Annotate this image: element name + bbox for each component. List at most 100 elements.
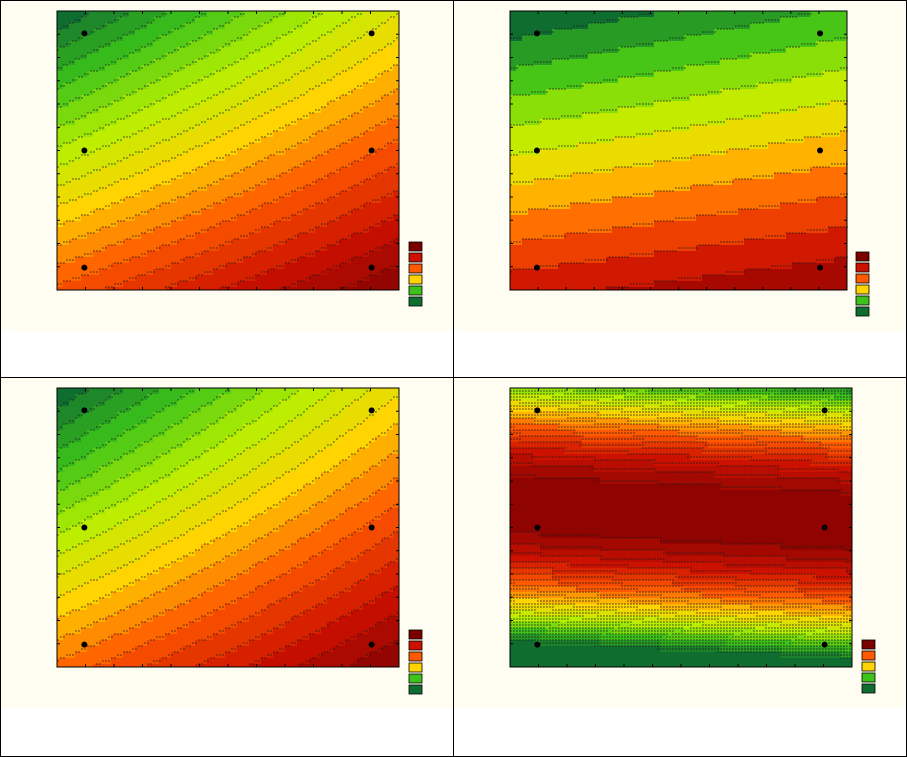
- contour-cell: [93, 89, 100, 96]
- contour-cell: [279, 131, 286, 138]
- contour-cell: [345, 215, 352, 222]
- contour-cell: [159, 149, 166, 156]
- contour-cell: [327, 167, 334, 174]
- contour-cell: [189, 47, 196, 54]
- contour-cell: [738, 35, 745, 42]
- contour-cell: [672, 221, 679, 228]
- contour-cell: [774, 23, 781, 30]
- contour-cell: [273, 221, 280, 228]
- contour-cell: [135, 239, 142, 246]
- contour-cell: [387, 35, 394, 42]
- contour-cell: [750, 131, 757, 138]
- contour-cell: [297, 287, 304, 291]
- contour-cell: [75, 203, 82, 210]
- contour-cell: [255, 131, 262, 138]
- contour-cell: [648, 167, 655, 174]
- contour-cell: [750, 29, 757, 36]
- contour-cell: [315, 257, 322, 264]
- contour-cell: [147, 83, 154, 90]
- contour-cell: [792, 239, 799, 246]
- contour-cell: [594, 71, 601, 78]
- contour-cell: [285, 119, 292, 126]
- contour-cell: [165, 197, 172, 204]
- contour-cell: [654, 83, 661, 90]
- contour-cell: [588, 11, 595, 18]
- contour-cell: [99, 203, 106, 210]
- contour-cell: [684, 59, 691, 66]
- contour-cell: [624, 173, 631, 180]
- contour-cell: [273, 17, 280, 24]
- contour-cell: [387, 227, 394, 234]
- contour-cell: [255, 143, 262, 150]
- contour-cell: [558, 83, 565, 90]
- contour-cell: [279, 89, 286, 96]
- contour-cell: [285, 263, 292, 270]
- contour-cell: [636, 17, 643, 24]
- contour-cell: [588, 83, 595, 90]
- contour-cell: [528, 11, 535, 18]
- contour-cell: [684, 227, 691, 234]
- contour-cell: [678, 119, 685, 126]
- contour-cell: [135, 287, 142, 291]
- contour-cell: [303, 209, 310, 216]
- contour-cell: [111, 131, 118, 138]
- contour-cell: [255, 155, 262, 162]
- contour-cell: [267, 65, 274, 72]
- contour-cell: [594, 23, 601, 30]
- design-point: [368, 147, 375, 154]
- contour-cell: [714, 281, 721, 288]
- contour-cell: [189, 35, 196, 42]
- contour-cell: [195, 227, 202, 234]
- contour-cell: [105, 125, 112, 132]
- contour-cell: [267, 257, 274, 264]
- contour-cell: [291, 107, 298, 114]
- contour-cell: [249, 83, 256, 90]
- contour-cell: [666, 89, 673, 96]
- contour-cell: [510, 215, 517, 222]
- contour-cell: [93, 41, 100, 48]
- contour-cell: [117, 173, 124, 180]
- contour-cell: [726, 227, 733, 234]
- contour-cell: [540, 131, 547, 138]
- contour-cell: [147, 35, 154, 42]
- contour-cell: [147, 257, 154, 264]
- contour-cell: [273, 89, 280, 96]
- contour-cell: [750, 191, 757, 198]
- contour-cell: [69, 101, 76, 108]
- contour-cell: [768, 221, 775, 228]
- contour-cell: [321, 275, 328, 282]
- contour-cell: [255, 77, 262, 84]
- contour-cell: [678, 257, 685, 264]
- contour-cell: [756, 59, 763, 66]
- contour-cell: [678, 107, 685, 114]
- contour-cell: [387, 101, 394, 108]
- contour-cell: [558, 23, 565, 30]
- contour-cell: [588, 161, 595, 168]
- contour-cell: [267, 125, 274, 132]
- contour-cell: [291, 191, 298, 198]
- contour-cell: [756, 269, 763, 276]
- contour-cell: [762, 239, 769, 246]
- contour-cell: [768, 77, 775, 84]
- contour-cell: [333, 209, 340, 216]
- contour-cell: [600, 125, 607, 132]
- contour-cell: [171, 107, 178, 114]
- contour-cell: [702, 41, 709, 48]
- contour-cell: [261, 197, 268, 204]
- contour-cell: [75, 197, 82, 204]
- contour-cell: [273, 245, 280, 252]
- contour-cell: [594, 29, 601, 36]
- contour-cell: [75, 77, 82, 84]
- contour-cell: [75, 287, 82, 291]
- contour-cell: [618, 185, 625, 192]
- contour-cell: [516, 77, 523, 84]
- contour-cell: [243, 107, 250, 114]
- contour-cell: [75, 125, 82, 132]
- contour-cell: [714, 233, 721, 240]
- contour-cell: [738, 221, 745, 228]
- contour-cell: [534, 239, 541, 246]
- contour-cell: [267, 113, 274, 120]
- contour-cell: [738, 185, 745, 192]
- contour-cell: [303, 239, 310, 246]
- contour-cell: [606, 149, 613, 156]
